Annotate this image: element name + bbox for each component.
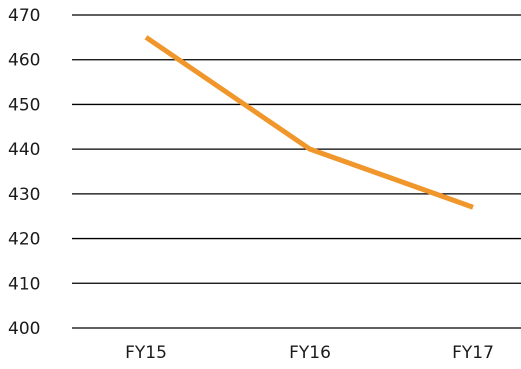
y-tick-label: 440 <box>8 140 40 160</box>
x-axis-ticks: FY15 FY16 FY17 <box>125 343 494 363</box>
y-tick-label: 400 <box>8 319 40 339</box>
y-tick-label: 460 <box>8 51 40 71</box>
y-tick-label: 410 <box>8 274 40 294</box>
y-tick-label: 430 <box>8 185 40 205</box>
gridlines <box>72 14 521 329</box>
y-tick-label: 450 <box>8 95 40 115</box>
series-layer <box>144 35 474 210</box>
x-tick-label: FY16 <box>289 343 331 363</box>
y-axis-ticks: 400 410 420 430 440 450 460 470 <box>8 6 40 339</box>
x-tick-label: FY17 <box>452 343 494 363</box>
series-line-0 <box>144 35 474 210</box>
y-tick-label: 420 <box>8 230 40 250</box>
x-tick-label: FY15 <box>125 343 167 363</box>
y-tick-label: 470 <box>8 6 40 26</box>
